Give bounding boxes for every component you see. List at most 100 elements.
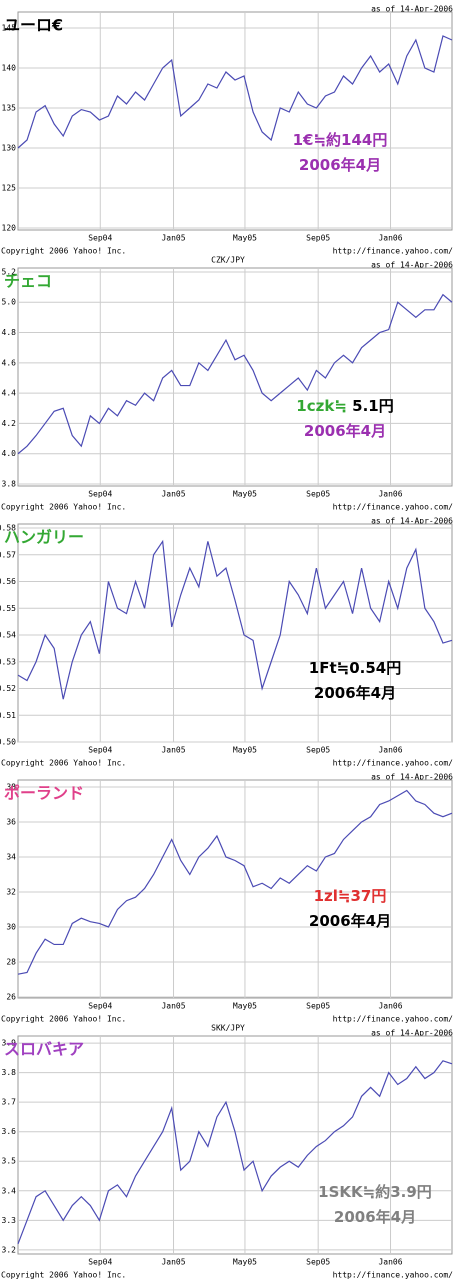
x-tick-label: Sep04 bbox=[88, 1258, 112, 1267]
currency-pair: CZK/JPY bbox=[211, 256, 245, 265]
annotation-text: 2006年4月 bbox=[334, 1208, 416, 1226]
x-tick-label: Jan05 bbox=[161, 1002, 185, 1011]
annotation-text: 2006年4月 bbox=[304, 422, 386, 440]
y-tick-label: 130 bbox=[2, 144, 17, 153]
annotation: 1czk≒ 5.1円 bbox=[296, 397, 393, 415]
as-of-date: as of 14-Apr-2006 bbox=[371, 517, 453, 526]
copyright: Copyright 2006 Yahoo! Inc. bbox=[1, 1271, 126, 1280]
annotation-text: 2006年4月 bbox=[309, 912, 391, 930]
annotation-text: 1zl≒37円 bbox=[314, 887, 387, 905]
x-tick-label: Jan06 bbox=[378, 746, 402, 755]
y-tick-label: 4.0 bbox=[2, 449, 17, 458]
y-tick-label: 26 bbox=[6, 992, 16, 1001]
x-tick-label: Sep05 bbox=[306, 1258, 330, 1267]
y-tick-label: 5.0 bbox=[2, 298, 17, 307]
x-tick-label: Jan06 bbox=[378, 490, 402, 499]
x-tick-label: May05 bbox=[233, 746, 257, 755]
y-tick-label: 3.6 bbox=[2, 1127, 17, 1136]
chart-panel: as of 14-Apr-2006 0.50 0.51 0.52 0.53 0.54 0.5… bbox=[0, 517, 453, 768]
chart-title: チェコ bbox=[4, 272, 52, 291]
y-tick-label: 120 bbox=[2, 224, 17, 233]
copyright: Copyright 2006 Yahoo! Inc. bbox=[1, 247, 126, 256]
price-line bbox=[17, 1060, 453, 1245]
annotation-text: 1czk≒ bbox=[296, 397, 347, 415]
source-url: http://finance.yahoo.com/ bbox=[333, 503, 454, 512]
y-tick-label: 36 bbox=[6, 817, 16, 826]
annotation: 1zl≒37円 bbox=[314, 887, 387, 905]
x-tick-label: Sep05 bbox=[306, 234, 330, 243]
as-of-date: as of 14-Apr-2006 bbox=[371, 5, 453, 14]
x-tick-label: Sep04 bbox=[88, 234, 112, 243]
chart-title: ユーロ€ bbox=[4, 16, 63, 35]
annotation-text: 2006年4月 bbox=[299, 156, 381, 174]
x-tick-label: May05 bbox=[233, 1002, 257, 1011]
chart-panel: as of 14-Apr-2006 120 125 130 135 140 145 Sep04… bbox=[1, 5, 453, 256]
annotation-text: 1SKK≒約3.9円 bbox=[318, 1183, 432, 1201]
x-tick-label: May05 bbox=[233, 490, 257, 499]
as-of-date: as of 14-Apr-2006 bbox=[371, 1029, 453, 1038]
x-tick-label: Sep04 bbox=[88, 490, 112, 499]
plot-area bbox=[17, 779, 453, 999]
y-tick-label: 0.50 bbox=[0, 738, 16, 747]
y-tick-label: 0.53 bbox=[0, 657, 16, 666]
y-tick-label: 0.55 bbox=[0, 604, 16, 613]
chart-title: ハンガリー bbox=[4, 528, 84, 547]
y-tick-label: 125 bbox=[2, 184, 17, 193]
price-line bbox=[17, 539, 453, 700]
x-tick-label: Jan05 bbox=[161, 490, 185, 499]
annotation: 1Ft≒0.54円 bbox=[309, 659, 401, 677]
y-tick-label: 28 bbox=[6, 957, 16, 966]
as-of-date: as of 14-Apr-2006 bbox=[371, 773, 453, 782]
x-tick-label: May05 bbox=[233, 234, 257, 243]
x-tick-label: Jan06 bbox=[378, 1258, 402, 1267]
x-tick-label: Sep05 bbox=[306, 1002, 330, 1011]
annotation: 1SKK≒約3.9円 bbox=[318, 1183, 432, 1201]
price-line bbox=[17, 789, 453, 975]
source-url: http://finance.yahoo.com/ bbox=[333, 1015, 454, 1024]
price-line bbox=[17, 35, 453, 149]
chart-panel: SKK/JPY as of 14-Apr-2006 3.2 3.3 3.4 3.5 3.6 3… bbox=[1, 1024, 453, 1280]
chart-title: ポーランド bbox=[4, 784, 84, 803]
annotation-text: 2006年4月 bbox=[314, 684, 396, 702]
x-tick-label: Sep04 bbox=[88, 746, 112, 755]
x-tick-label: Jan05 bbox=[161, 746, 185, 755]
y-tick-label: 3.3 bbox=[2, 1216, 17, 1225]
x-tick-label: Jan06 bbox=[378, 1002, 402, 1011]
x-tick-label: May05 bbox=[233, 1258, 257, 1267]
chart-panel: CZK/JPY as of 14-Apr-2006 3.8 4.0 4.2 4.4 4.6 4… bbox=[1, 256, 453, 512]
y-tick-label: 0.56 bbox=[0, 577, 16, 586]
plot-area bbox=[17, 523, 453, 743]
x-tick-label: Jan05 bbox=[161, 1258, 185, 1267]
chart-title: スロバキア bbox=[4, 1040, 84, 1059]
annotation: 2006年4月 bbox=[314, 684, 396, 702]
source-url: http://finance.yahoo.com/ bbox=[333, 759, 454, 768]
annotation: 2006年4月 bbox=[304, 422, 386, 440]
y-tick-label: 140 bbox=[2, 64, 17, 73]
y-tick-label: 0.52 bbox=[0, 684, 16, 693]
y-tick-label: 3.5 bbox=[2, 1157, 17, 1166]
y-tick-label: 4.4 bbox=[2, 389, 17, 398]
annotation: 2006年4月 bbox=[334, 1208, 416, 1226]
copyright: Copyright 2006 Yahoo! Inc. bbox=[1, 759, 126, 768]
annotation: 2006年4月 bbox=[309, 912, 391, 930]
x-tick-label: Jan06 bbox=[378, 234, 402, 243]
annotation: 1€≒約144円 bbox=[293, 131, 388, 149]
y-tick-label: 3.9 bbox=[2, 1039, 17, 1048]
y-tick-label: 4.2 bbox=[2, 419, 17, 428]
y-tick-label: 34 bbox=[6, 852, 16, 861]
y-tick-label: 3.2 bbox=[2, 1245, 17, 1254]
price-line bbox=[17, 293, 453, 455]
annotation-text: 1Ft≒0.54円 bbox=[309, 659, 401, 677]
x-tick-label: Sep05 bbox=[306, 746, 330, 755]
plot-area bbox=[17, 11, 453, 231]
y-tick-label: 4.6 bbox=[2, 358, 17, 367]
chart-panel: as of 14-Apr-2006 26 28 30 32 34 36 38 Sep04 Jan0… bbox=[1, 773, 453, 1024]
y-tick-label: 30 bbox=[6, 922, 16, 931]
y-tick-label: 0.54 bbox=[0, 631, 16, 640]
y-tick-label: 32 bbox=[6, 887, 16, 896]
y-tick-label: 38 bbox=[6, 782, 16, 791]
copyright: Copyright 2006 Yahoo! Inc. bbox=[1, 1015, 126, 1024]
y-tick-label: 0.51 bbox=[0, 711, 16, 720]
y-tick-label: 3.8 bbox=[2, 480, 17, 489]
